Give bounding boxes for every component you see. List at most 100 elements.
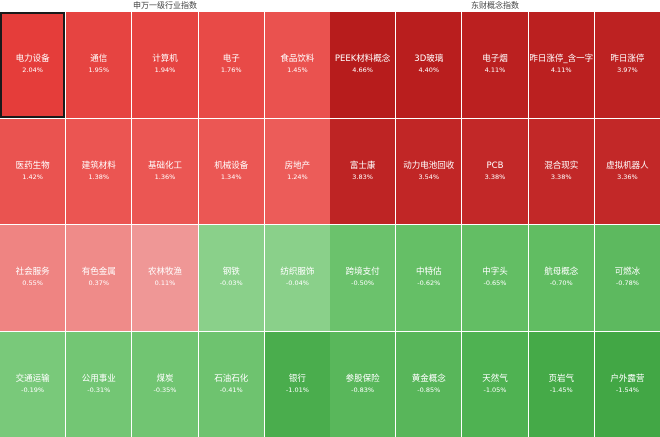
heatmap-tile[interactable]: 医药生物 1.42% bbox=[0, 118, 66, 224]
tile-name: 计算机 bbox=[152, 54, 178, 65]
tile-change-percent: 4.11% bbox=[550, 66, 572, 75]
tile-name: 天然气 bbox=[482, 373, 508, 384]
heatmap-tile[interactable]: 参股保险 -0.83% bbox=[330, 331, 396, 437]
heatmap-tile[interactable]: 建筑材料 1.38% bbox=[66, 118, 132, 224]
tile-change-percent: 3.97% bbox=[617, 66, 638, 75]
tile-change-percent: -0.03% bbox=[219, 279, 243, 288]
tile-change-percent: -0.41% bbox=[219, 385, 243, 394]
tile-name: 银行 bbox=[288, 373, 306, 384]
heatmap-tile[interactable]: 通信 1.95% bbox=[66, 12, 132, 118]
tile-name: 电力设备 bbox=[15, 54, 50, 65]
tile-name: 页岩气 bbox=[548, 373, 574, 384]
tile-name: 参股保险 bbox=[345, 373, 380, 384]
tile-name: 中特估 bbox=[416, 267, 442, 278]
heatmap-tile[interactable]: 有色金属 0.37% bbox=[66, 225, 132, 331]
tile-name: 纺织服饰 bbox=[280, 267, 315, 278]
tile-change-percent: 4.66% bbox=[352, 66, 373, 75]
tile-change-percent: 1.94% bbox=[154, 66, 176, 75]
tile-change-percent: -0.31% bbox=[87, 385, 111, 394]
tile-change-percent: 1.95% bbox=[88, 66, 110, 75]
heatmap-tile[interactable]: 社会服务 0.55% bbox=[0, 225, 66, 331]
tile-change-percent: 2.04% bbox=[22, 66, 43, 75]
heatmap-tile[interactable]: 电力设备 2.04% bbox=[0, 12, 66, 118]
heatmap-tile[interactable]: 跨境支付 -0.50% bbox=[330, 225, 396, 331]
heatmap-tile[interactable]: 交通运输 -0.19% bbox=[0, 331, 66, 437]
tile-change-percent: 1.34% bbox=[220, 172, 242, 181]
heatmap-tile[interactable]: 银行 -1.01% bbox=[264, 331, 330, 437]
heatmap-tile[interactable]: 煤炭 -0.35% bbox=[132, 331, 198, 437]
heatmap-tile[interactable]: 可燃冰 -0.78% bbox=[594, 225, 660, 331]
heatmap-tile[interactable]: PEEK材料概念 4.66% bbox=[330, 12, 396, 118]
tile-name: 石油石化 bbox=[214, 373, 249, 384]
tile-change-percent: 0.37% bbox=[88, 279, 110, 288]
sw-industry-panel: 申万一级行业指数 电力设备 2.04% 通信 1.95% 计算机 1.94% 电子 1.76%… bbox=[0, 0, 330, 437]
heatmap-tile[interactable]: 动力电池回收 3.54% bbox=[396, 118, 462, 224]
heatmap-tile[interactable]: 中字头 -0.65% bbox=[462, 225, 528, 331]
tile-name: 医药生物 bbox=[15, 160, 50, 171]
heatmap-tile[interactable]: 机械设备 1.34% bbox=[198, 118, 264, 224]
heatmap-tile[interactable]: 昨日涨停_含一字 4.11% bbox=[528, 12, 594, 118]
tile-name: 建筑材料 bbox=[81, 160, 116, 171]
tile-name: 基础化工 bbox=[147, 160, 182, 171]
tile-name: 虚拟机器人 bbox=[606, 160, 649, 171]
tile-change-percent: 4.40% bbox=[418, 66, 440, 75]
tile-name: 户外露营 bbox=[610, 373, 645, 384]
tile-name: 有色金属 bbox=[81, 267, 116, 278]
heatmap-tile[interactable]: 电子烟 4.11% bbox=[462, 12, 528, 118]
heatmap-tile[interactable]: 虚拟机器人 3.36% bbox=[594, 118, 660, 224]
concept-heatmap-grid: PEEK材料概念 4.66% 3D玻璃 4.40% 电子烟 4.11% 昨日涨停_含一字 4.… bbox=[330, 12, 660, 437]
heatmap-tile[interactable]: 计算机 1.94% bbox=[132, 12, 198, 118]
heatmap-tile[interactable]: 农林牧渔 0.11% bbox=[132, 225, 198, 331]
tile-name: 跨境支付 bbox=[345, 267, 380, 278]
tile-change-percent: -1.45% bbox=[549, 385, 573, 394]
tile-name: 混合现实 bbox=[544, 160, 579, 171]
heatmap-tile[interactable]: 公用事业 -0.31% bbox=[66, 331, 132, 437]
tile-change-percent: -0.85% bbox=[417, 385, 441, 394]
industry-heatmap-grid: 电力设备 2.04% 通信 1.95% 计算机 1.94% 电子 1.76% 食品饮料 1.45%… bbox=[0, 12, 330, 437]
tile-name: PEEK材料概念 bbox=[334, 54, 391, 65]
heatmap-tile[interactable]: 钢铁 -0.03% bbox=[198, 225, 264, 331]
tile-name: 航母概念 bbox=[544, 267, 579, 278]
heatmap-tile[interactable]: 石油石化 -0.41% bbox=[198, 331, 264, 437]
heatmap-tile[interactable]: 纺织服饰 -0.04% bbox=[264, 225, 330, 331]
tile-name: 食品饮料 bbox=[280, 54, 315, 65]
tile-change-percent: 3.83% bbox=[352, 172, 373, 181]
tile-change-percent: -0.04% bbox=[285, 279, 309, 288]
heatmap-tile[interactable]: 食品饮料 1.45% bbox=[264, 12, 330, 118]
tile-change-percent: 0.55% bbox=[22, 279, 43, 288]
tile-change-percent: -0.78% bbox=[615, 279, 639, 288]
tile-change-percent: -1.01% bbox=[285, 385, 309, 394]
tile-name: PCB bbox=[486, 160, 504, 171]
heatmap-tile[interactable]: 黄金概念 -0.85% bbox=[396, 331, 462, 437]
panel-title: 东财概念指数 bbox=[330, 0, 660, 12]
tile-change-percent: 1.45% bbox=[287, 66, 308, 75]
heatmap-tile[interactable]: PCB 3.38% bbox=[462, 118, 528, 224]
tile-change-percent: -0.19% bbox=[21, 385, 45, 394]
heatmap-tile[interactable]: 中特估 -0.62% bbox=[396, 225, 462, 331]
tile-change-percent: -0.83% bbox=[351, 385, 375, 394]
heatmap-tile[interactable]: 昨日涨停 3.97% bbox=[594, 12, 660, 118]
heatmap-tile[interactable]: 富士康 3.83% bbox=[330, 118, 396, 224]
tile-name: 机械设备 bbox=[214, 160, 249, 171]
tile-change-percent: 1.38% bbox=[88, 172, 110, 181]
heatmap-tile[interactable]: 电子 1.76% bbox=[198, 12, 264, 118]
heatmap-tile[interactable]: 航母概念 -0.70% bbox=[528, 225, 594, 331]
heatmap-tile[interactable]: 天然气 -1.05% bbox=[462, 331, 528, 437]
tile-name: 农林牧渔 bbox=[147, 267, 182, 278]
tile-name: 昨日涨停 bbox=[610, 54, 645, 65]
tile-change-percent: 3.38% bbox=[550, 172, 572, 181]
heatmap-tile[interactable]: 户外露营 -1.54% bbox=[594, 331, 660, 437]
tile-name: 昨日涨停_含一字 bbox=[529, 54, 594, 65]
heatmap-tile[interactable]: 混合现实 3.38% bbox=[528, 118, 594, 224]
tile-name: 通信 bbox=[90, 54, 108, 65]
tile-change-percent: -1.54% bbox=[615, 385, 639, 394]
tile-name: 可燃冰 bbox=[614, 267, 641, 278]
heatmap-tile[interactable]: 页岩气 -1.45% bbox=[528, 331, 594, 437]
tile-name: 富士康 bbox=[349, 160, 376, 171]
heatmap-tile[interactable]: 3D玻璃 4.40% bbox=[396, 12, 462, 118]
heatmap-tile[interactable]: 房地产 1.24% bbox=[264, 118, 330, 224]
tile-name: 公用事业 bbox=[81, 373, 116, 384]
heatmap-tile[interactable]: 基础化工 1.36% bbox=[132, 118, 198, 224]
tile-change-percent: 0.11% bbox=[154, 279, 176, 288]
